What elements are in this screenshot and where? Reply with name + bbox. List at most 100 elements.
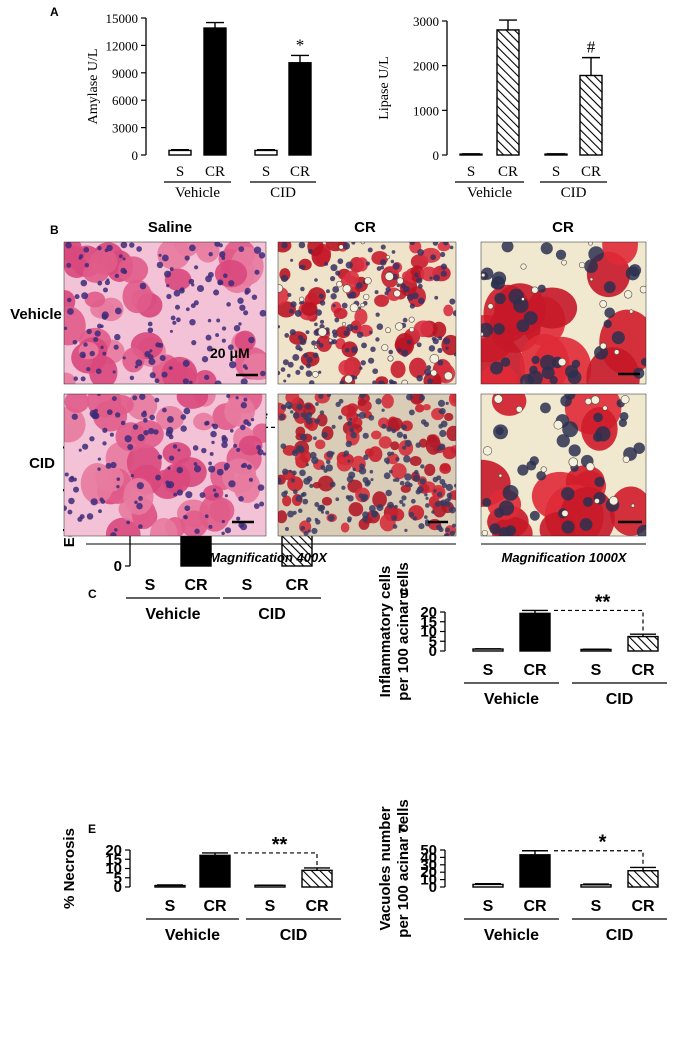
micrograph-cid-cr-400x bbox=[277, 393, 457, 537]
bar-label-e: S bbox=[165, 898, 176, 915]
significance-marker-a2: # bbox=[587, 38, 596, 57]
micrograph-vehicle-cr-1000x bbox=[480, 241, 647, 385]
bar-d-3 bbox=[627, 635, 659, 652]
bar-label-a2: S bbox=[552, 164, 560, 180]
y-axis-label-f: Vacuoles numberper 100 acinar cells bbox=[377, 799, 412, 937]
bar-f-3 bbox=[627, 870, 659, 888]
bar-label-a2: CR bbox=[581, 164, 601, 180]
bar-label-a: S bbox=[262, 164, 270, 180]
bar-label-c: CR bbox=[184, 577, 208, 594]
bar-f-1 bbox=[519, 854, 551, 888]
histology-panel: Saline CR CR Vehicle CID 20 μM Magnifica… bbox=[10, 219, 647, 565]
significance-bracket-f bbox=[554, 850, 644, 866]
y-axis-label-e: % Necrosis bbox=[61, 828, 78, 909]
y-tick-label-c: 0 bbox=[114, 558, 122, 575]
bar-a-2 bbox=[254, 149, 278, 156]
panel-letter-b: B bbox=[50, 223, 59, 237]
bar-label-a2: S bbox=[467, 164, 475, 180]
bar-f-0 bbox=[472, 883, 504, 888]
bar-label-d: CR bbox=[631, 662, 655, 679]
panel-letter-c: C bbox=[88, 587, 97, 601]
y-tick-label-a: 12000 bbox=[106, 38, 139, 53]
row-label-cid: CID bbox=[29, 455, 55, 472]
micrograph-cid-saline bbox=[63, 393, 267, 537]
panel-letter-f: F bbox=[398, 822, 405, 836]
column-title-cr-1000x: CR bbox=[552, 219, 574, 236]
y-axis-label-a2: Lipase U/L bbox=[377, 56, 392, 119]
bar-label-e: CR bbox=[305, 898, 329, 915]
bar-a2-1 bbox=[496, 29, 520, 156]
y-tick-label-f: 30 bbox=[420, 857, 437, 874]
bar-label-d: CR bbox=[523, 662, 547, 679]
bar-a-0 bbox=[168, 149, 192, 156]
bar-e-0 bbox=[154, 884, 186, 888]
bar-label-f: S bbox=[483, 898, 494, 915]
bar-label-f: CR bbox=[523, 898, 547, 915]
y-tick-label-f: 0 bbox=[429, 879, 437, 896]
panel-letter-a: A bbox=[50, 5, 59, 19]
y-tick-label-e: 20 bbox=[105, 842, 122, 859]
bar-e-1 bbox=[199, 854, 231, 888]
y-axis-label-d: Inflammatory cellsper 100 acinar cells bbox=[377, 562, 412, 700]
bar-label-d: S bbox=[591, 662, 602, 679]
group-label-c: Vehicle bbox=[145, 606, 200, 623]
bar-label-c: S bbox=[242, 577, 253, 594]
bar-label-a: S bbox=[176, 164, 184, 180]
significance-bracket-d bbox=[554, 609, 644, 633]
y-tick-label-d: 0 bbox=[429, 643, 437, 660]
bar-a-1 bbox=[203, 27, 227, 156]
y-axis-label-a: Amylase U/L bbox=[86, 49, 101, 125]
magnification-400x-label: Magnification 400X bbox=[209, 550, 328, 565]
chart-a2: 0 1000 2000 3000 Lipase U/L S CR S CR Vehicle CID # bbox=[377, 14, 607, 201]
group-label-a2: CID bbox=[561, 185, 587, 201]
column-title-saline: Saline bbox=[148, 219, 192, 236]
y-tick-label-d: 5 bbox=[429, 633, 437, 650]
y-tick-label-a: 6000 bbox=[112, 93, 138, 108]
group-label-d: CID bbox=[606, 691, 634, 708]
bar-a2-3 bbox=[579, 74, 603, 156]
row-label-vehicle: Vehicle bbox=[10, 306, 62, 323]
significance-marker-d: ** bbox=[595, 591, 611, 613]
y-tick-label-d: 20 bbox=[420, 604, 437, 621]
magnification-1000x-label: Magnification 1000X bbox=[502, 550, 628, 565]
panel-letter-d: D bbox=[400, 587, 409, 601]
bar-label-c: S bbox=[145, 577, 156, 594]
y-tick-label-f: 50 bbox=[420, 842, 437, 859]
y-tick-label-a2: 0 bbox=[433, 148, 440, 163]
bar-label-a: CR bbox=[205, 164, 225, 180]
micrograph-cid-cr-1000x bbox=[480, 393, 647, 537]
bar-label-a2: CR bbox=[498, 164, 518, 180]
y-tick-label-f: 40 bbox=[420, 849, 437, 866]
y-tick-label-a: 9000 bbox=[112, 66, 138, 81]
bar-label-e: CR bbox=[203, 898, 227, 915]
y-tick-label-f: 10 bbox=[420, 872, 437, 889]
significance-marker-f: * bbox=[599, 832, 607, 854]
bar-label-d: S bbox=[483, 662, 494, 679]
y-tick-label-d: 10 bbox=[420, 624, 437, 641]
micrograph-vehicle-saline bbox=[63, 241, 267, 385]
y-tick-label-a2: 2000 bbox=[413, 59, 439, 74]
y-tick-label-a2: 3000 bbox=[413, 14, 439, 29]
group-label-e: Vehicle bbox=[165, 927, 220, 944]
y-tick-label-a: 0 bbox=[132, 148, 139, 163]
column-title-cr-400x: CR bbox=[354, 219, 376, 236]
bar-label-f: CR bbox=[631, 898, 655, 915]
bar-label-a: CR bbox=[290, 164, 310, 180]
y-tick-label-e: 15 bbox=[105, 851, 122, 868]
group-label-a: Vehicle bbox=[175, 185, 220, 201]
group-label-c: CID bbox=[258, 606, 286, 623]
bar-d-1 bbox=[519, 612, 551, 652]
y-tick-label-e: 10 bbox=[105, 861, 122, 878]
bar-label-f: S bbox=[591, 898, 602, 915]
chart-a: 0 3000 6000 9000 12000 15000 Amylase U/L S CR S CR… bbox=[86, 11, 316, 201]
group-label-f: CID bbox=[606, 927, 634, 944]
significance-marker-e: ** bbox=[272, 834, 288, 856]
significance-bracket-e bbox=[234, 852, 318, 866]
bar-a-3 bbox=[288, 62, 312, 156]
bar-label-e: S bbox=[265, 898, 276, 915]
y-tick-label-e: 0 bbox=[114, 879, 122, 896]
